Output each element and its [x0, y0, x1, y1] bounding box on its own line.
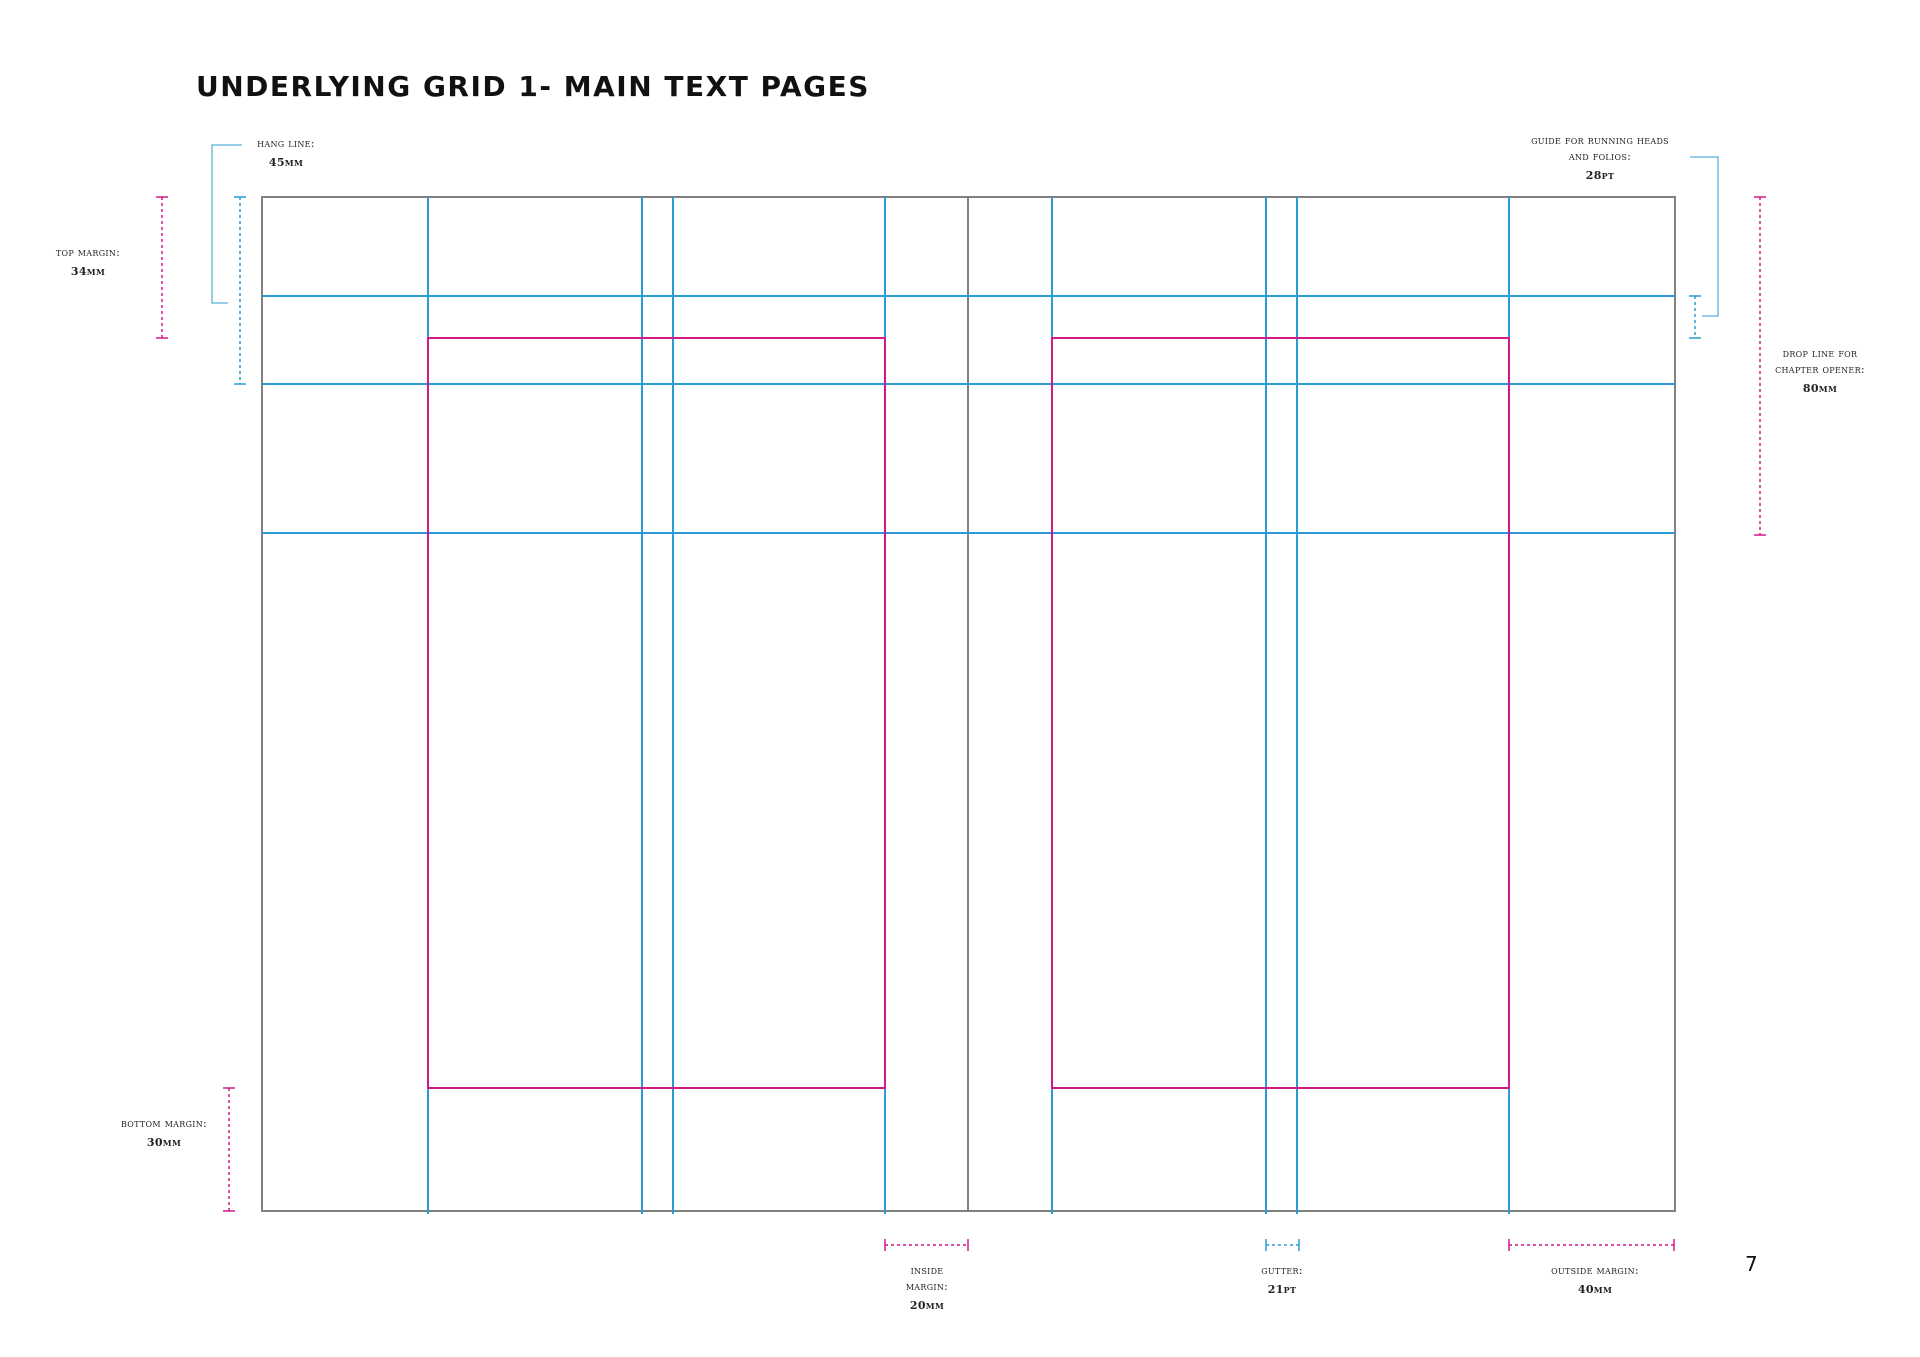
- running-heads-bracket: [1690, 156, 1719, 317]
- outside-margin-label: outside margin: 40mm: [1530, 1263, 1660, 1298]
- running-heads-label-line2: and folios:: [1568, 150, 1632, 163]
- top-margin-value: 34mm: [70, 265, 106, 278]
- drop-line-label-line2: chapter opener:: [1775, 363, 1865, 376]
- running-heads-label: guide for running heads and folios: 28pt: [1500, 133, 1700, 184]
- top-margin-label-text: top margin:: [55, 246, 121, 259]
- inside-margin-label-line1: inside: [910, 1264, 944, 1277]
- page-title: UNDERLYING GRID 1- MAIN TEXT PAGES: [196, 70, 870, 103]
- inside-margin-label: inside margin: 20mm: [887, 1263, 967, 1314]
- running-heads-dimension: [1689, 295, 1701, 339]
- left-text-block: [427, 337, 886, 1089]
- drop-line-value: 80mm: [1802, 382, 1838, 395]
- page-number: 7: [1745, 1252, 1758, 1276]
- outside-margin-label-text: outside margin:: [1551, 1264, 1639, 1277]
- bottom-margin-label-text: bottom margin:: [120, 1117, 208, 1130]
- outside-margin-dimension: [1508, 1239, 1675, 1251]
- inside-margin-label-line2: margin:: [905, 1280, 949, 1293]
- gutter-label-text: gutter:: [1261, 1264, 1303, 1277]
- gutter-label: gutter: 21pt: [1242, 1263, 1322, 1298]
- inside-margin-dimension: [884, 1239, 969, 1251]
- hang-line-value: 45mm: [268, 156, 304, 169]
- horizontal-guides: [262, 295, 1675, 534]
- running-heads-value: 28pt: [1585, 169, 1615, 182]
- gutter-dimension: [1265, 1239, 1300, 1251]
- gutter-value: 21pt: [1267, 1283, 1297, 1296]
- outside-margin-value: 40mm: [1577, 1283, 1613, 1296]
- top-margin-label: top margin: 34mm: [38, 245, 138, 280]
- hang-line-dimension: [234, 196, 246, 385]
- inside-margin-value: 20mm: [909, 1299, 945, 1312]
- right-text-block: [1051, 337, 1510, 1089]
- hang-line-label: hang line: 45mm: [236, 136, 336, 171]
- top-margin-dimension: [156, 196, 168, 339]
- bottom-margin-dimension: [223, 1087, 235, 1212]
- drop-line-label: drop line for chapter opener: 80mm: [1755, 346, 1885, 397]
- bottom-margin-label: bottom margin: 30mm: [104, 1116, 224, 1151]
- hang-line-bracket: [211, 144, 242, 304]
- drop-line-label-line1: drop line for: [1782, 347, 1858, 360]
- drop-line-dimension: [1754, 196, 1766, 536]
- bottom-margin-value: 30mm: [146, 1136, 182, 1149]
- running-heads-label-line1: guide for running heads: [1531, 134, 1669, 147]
- hang-line-label-text: hang line:: [257, 137, 315, 150]
